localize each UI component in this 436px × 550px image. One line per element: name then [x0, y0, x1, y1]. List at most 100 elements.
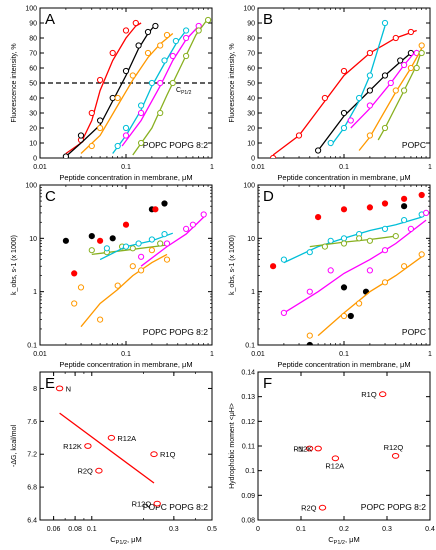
data-layer — [62, 16, 212, 158]
point-label: R12K — [63, 442, 82, 451]
panel-letter: E — [45, 375, 55, 392]
data-point — [295, 132, 303, 139]
y-tick-label: 10 — [247, 236, 255, 243]
data-point — [183, 225, 190, 232]
membrane-note: POPC — [402, 327, 426, 337]
membrane-note: POPC — [402, 140, 426, 150]
y-tick-label: 50 — [29, 81, 37, 88]
x-tick-label: 0.1 — [296, 526, 306, 533]
data-point — [321, 243, 328, 250]
x-tick-label: 0.01 — [33, 164, 47, 171]
data-point — [347, 312, 354, 320]
x-axis-label: Peptide concentration in membrane, μM — [59, 173, 192, 182]
data-point — [306, 341, 313, 345]
y-tick-label: 0.09 — [241, 493, 255, 500]
data-point — [305, 445, 314, 452]
data-point — [163, 240, 171, 247]
y-tick-label: 0.08 — [241, 518, 255, 525]
data-point — [381, 72, 389, 79]
y-tick-label: 0.14 — [241, 370, 255, 377]
x-tick-label: 0.1 — [121, 164, 131, 171]
y-tick-label: 100 — [25, 6, 37, 13]
x-axis-label-unit: , μM — [345, 535, 360, 544]
y-axis-label: k_obs, s-1 (x 1000) — [229, 235, 236, 295]
data-point — [88, 142, 95, 150]
membrane-note: POPC POPG 8:2 — [143, 502, 208, 512]
y-tick-label: 80 — [247, 36, 255, 43]
x-axis-label-sub: P1/2 — [334, 540, 345, 546]
y-tick-label: 0 — [251, 156, 255, 163]
y-tick-label: 10 — [29, 141, 37, 148]
y-tick-label: 0.1 — [245, 343, 255, 350]
data-point — [340, 284, 348, 291]
data-point — [88, 233, 95, 240]
panel-letter: C — [45, 188, 56, 205]
data-point — [157, 240, 164, 247]
data-point — [77, 132, 85, 139]
data-point — [401, 203, 408, 210]
data-point — [306, 249, 313, 256]
point-label: R12K — [293, 444, 312, 453]
data-point — [122, 124, 130, 132]
data-point — [97, 117, 104, 124]
x-tick-label: 0.1 — [121, 351, 131, 358]
x-axis-label: CP1/2, μM — [328, 535, 360, 546]
y-axis-label: Fluorescence intensity, % — [11, 43, 18, 122]
data-layer — [270, 19, 425, 158]
plot-frame — [39, 371, 213, 521]
data-point — [84, 443, 92, 449]
y-tick-label: 0.1 — [245, 468, 255, 475]
y-tick-label: 20 — [29, 126, 37, 133]
half-point-label: CP1/2 — [176, 87, 192, 96]
y-tick-label: 0.1 — [27, 343, 37, 350]
y-tick-label: 90 — [247, 21, 255, 28]
y-tick-label: 1 — [33, 289, 37, 296]
x-tick-label: 0 — [256, 526, 260, 533]
panel-b: 0.01 0.1 10102030405060708090100BFluoresce… — [229, 6, 432, 183]
y-tick-label: 70 — [247, 51, 255, 58]
y-tick-label: 1 — [251, 289, 255, 296]
data-point — [148, 236, 155, 243]
y-tick-label: 40 — [247, 96, 255, 103]
data-point — [413, 64, 420, 72]
y-tick-label: 10 — [29, 236, 37, 243]
y-tick-label: 100 — [243, 183, 255, 190]
data-point — [153, 500, 161, 507]
y-tick-label: 60 — [247, 66, 255, 73]
data-point — [327, 139, 334, 147]
y-tick-label: 20 — [247, 126, 255, 133]
data-point — [97, 316, 104, 323]
data-point — [148, 247, 155, 254]
data-point — [407, 64, 414, 72]
y-tick-label: 8 — [33, 386, 37, 393]
data-point — [109, 235, 116, 242]
data-layer — [62, 200, 207, 328]
x-tick-label: 0.08 — [68, 526, 82, 533]
plot-frame — [39, 184, 213, 346]
panel-letter: A — [45, 11, 55, 28]
y-tick-label: 6.8 — [27, 485, 37, 492]
x-tick-label: 0.5 — [207, 526, 217, 533]
data-point — [172, 37, 179, 45]
y-tick-label: 7.2 — [27, 452, 37, 459]
x-tick-label: 0.06 — [47, 526, 61, 533]
data-point — [366, 72, 373, 79]
data-point — [280, 256, 287, 263]
data-point — [381, 279, 389, 286]
data-point — [129, 245, 136, 252]
panel-f: 0 0.1 0.2 0.3 0.4 0.08 0.09 0.1 0.11 0.12 0.13 0.14… — [229, 370, 435, 547]
data-point — [135, 240, 142, 247]
y-tick-label: 30 — [29, 111, 37, 118]
x-axis-label-unit: , μM — [127, 535, 142, 544]
data-point — [407, 225, 414, 232]
data-point — [122, 243, 130, 250]
point-label: R12A — [325, 461, 344, 470]
data-point — [103, 245, 111, 252]
data-point — [381, 247, 389, 254]
data-point — [62, 153, 69, 158]
data-point — [148, 79, 155, 87]
data-point — [418, 251, 425, 258]
data-point — [183, 27, 190, 34]
data-point — [71, 300, 78, 307]
data-point — [161, 57, 168, 64]
